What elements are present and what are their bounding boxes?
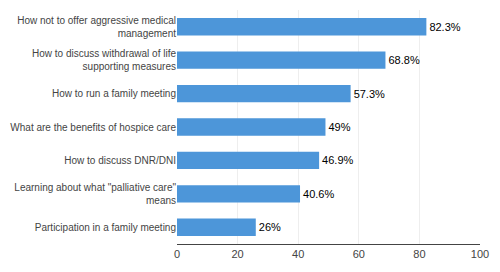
svg-text:How to run a family meeting: How to run a family meeting	[52, 88, 176, 99]
svg-text:57.3%: 57.3%	[354, 88, 385, 100]
svg-text:68.8%: 68.8%	[388, 54, 419, 66]
svg-text:60: 60	[353, 248, 365, 260]
svg-text:How to discuss withdrawal of l: How to discuss withdrawal of lifesupport…	[32, 48, 176, 72]
svg-text:How to discuss DNR/DNI: How to discuss DNR/DNI	[64, 155, 176, 166]
svg-text:49%: 49%	[328, 121, 350, 133]
svg-text:20: 20	[231, 248, 243, 260]
svg-text:What are the benefits of hospi: What are the benefits of hospice care	[10, 122, 176, 133]
svg-text:Learning about what "palliativ: Learning about what "palliative care"mea…	[14, 182, 176, 206]
svg-text:Participation in a family meet: Participation in a family meeting	[35, 222, 176, 233]
svg-text:100: 100	[471, 248, 489, 260]
svg-text:40.6%: 40.6%	[303, 188, 334, 200]
svg-text:46.9%: 46.9%	[322, 154, 353, 166]
svg-text:80: 80	[413, 248, 425, 260]
svg-text:40: 40	[292, 248, 304, 260]
svg-text:82.3%: 82.3%	[429, 21, 460, 33]
svg-text:How not to offer aggressive me: How not to offer aggressive medicalmanag…	[17, 15, 176, 39]
svg-text:26%: 26%	[259, 221, 281, 233]
svg-text:0: 0	[174, 248, 180, 260]
